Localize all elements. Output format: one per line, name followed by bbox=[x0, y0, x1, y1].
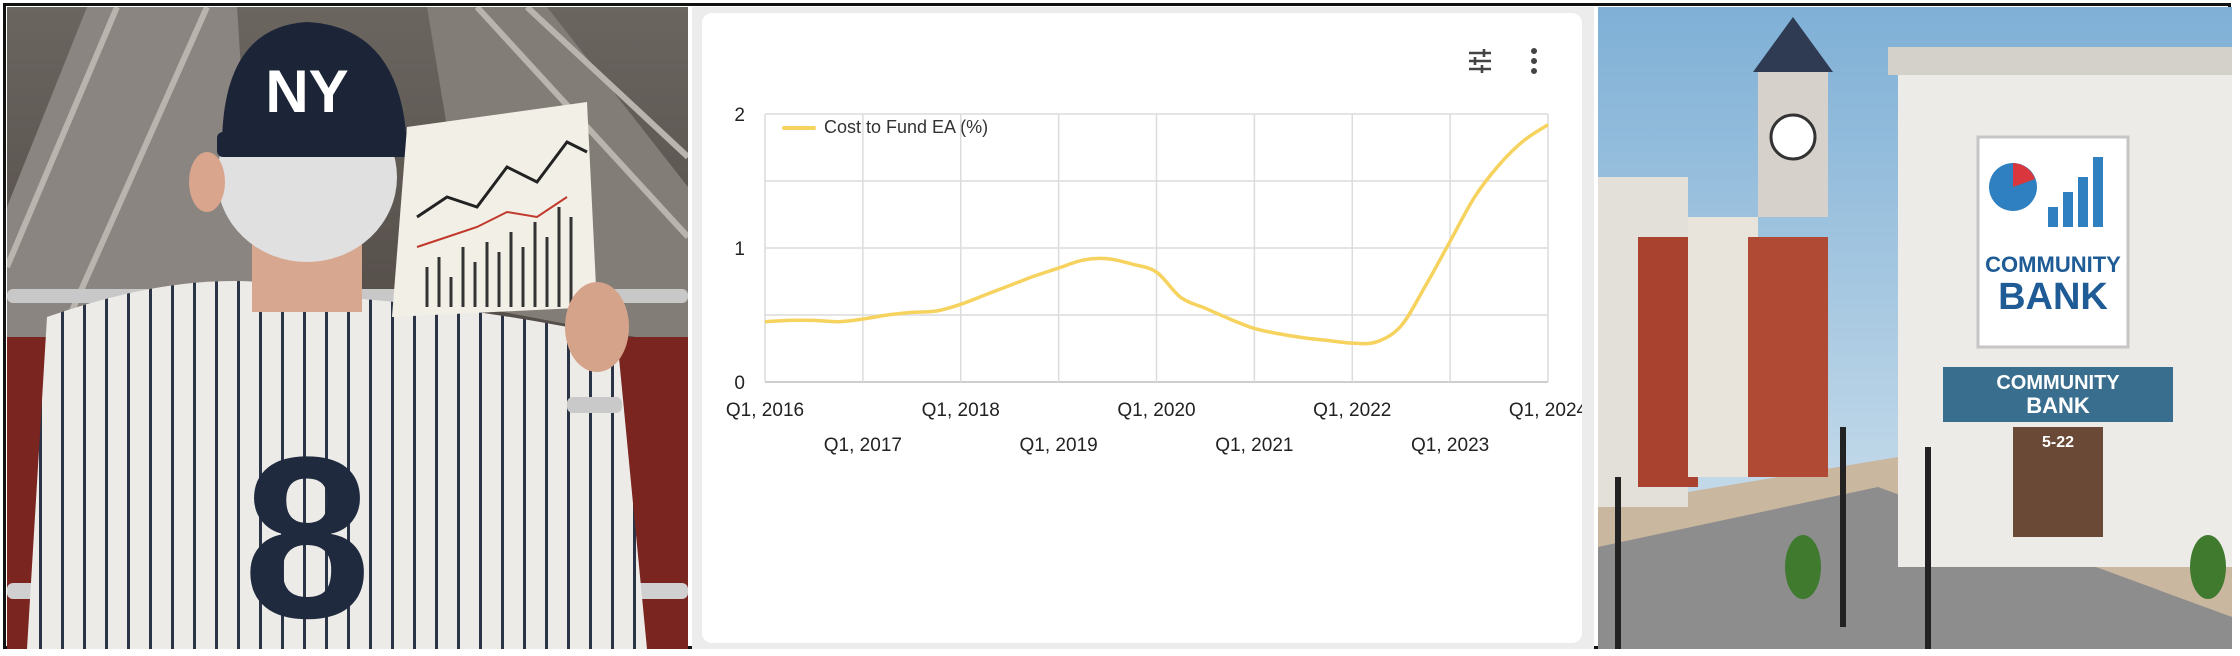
y-tick-label: 2 bbox=[734, 105, 745, 126]
more-options-button[interactable] bbox=[1514, 41, 1554, 81]
x-tick-label: Q1, 2017 bbox=[824, 435, 902, 456]
svg-text:COMMUNITY: COMMUNITY bbox=[1996, 372, 2120, 394]
y-tick-label: 0 bbox=[734, 373, 745, 394]
x-tick-label: Q1, 2019 bbox=[1020, 435, 1098, 456]
x-tick-label: Q1, 2023 bbox=[1411, 435, 1489, 456]
svg-text:8: 8 bbox=[243, 409, 371, 649]
svg-text:5-22: 5-22 bbox=[2042, 434, 2074, 451]
chart-panel: Cost to Fund EA (%) 0 1 2 Q1, 2016 Q1, 2017 Q… bbox=[692, 7, 1594, 649]
sliders-icon bbox=[1469, 49, 1491, 73]
x-tick-label: Q1, 2018 bbox=[922, 400, 1000, 421]
left-photo-illustration: 8 NY bbox=[7, 7, 688, 649]
jersey-number: 8 bbox=[243, 409, 371, 649]
bank-billboard: COMMUNITY BANK bbox=[1976, 135, 2130, 349]
svg-text:BANK: BANK bbox=[1998, 276, 2108, 318]
line-chart: 0 1 2 Q1, 2016 Q1, 2017 Q1, 2018 Q1, 2019 Q1, 2… bbox=[726, 105, 1582, 456]
x-tick-label: Q1, 2021 bbox=[1215, 435, 1293, 456]
newspaper-chart bbox=[392, 102, 597, 317]
cap-logo: NY bbox=[265, 58, 348, 125]
bank-storefront: COMMUNITY BANK 5-22 bbox=[1943, 367, 2173, 537]
more-vert-icon bbox=[1531, 48, 1537, 74]
x-tick-label: Q1, 2024 bbox=[1509, 400, 1582, 421]
x-tick-label: Q1, 2016 bbox=[726, 400, 804, 421]
svg-text:BANK: BANK bbox=[2026, 393, 2090, 418]
chart-card: Cost to Fund EA (%) 0 1 2 Q1, 2016 Q1, 2017 Q… bbox=[702, 13, 1582, 643]
right-photo-illustration: COMMUNITY BANK COMMUNITY BANK 5-22 bbox=[1598, 7, 2232, 649]
svg-text:COMMUNITY: COMMUNITY bbox=[1985, 252, 2121, 277]
filter-button[interactable] bbox=[1460, 41, 1500, 81]
x-tick-label: Q1, 2020 bbox=[1117, 400, 1195, 421]
legend-swatch bbox=[782, 125, 816, 130]
right-photo: COMMUNITY BANK COMMUNITY BANK 5-22 bbox=[1598, 7, 2232, 649]
x-tick-label: Q1, 2022 bbox=[1313, 400, 1391, 421]
chart-legend: Cost to Fund EA (%) bbox=[782, 117, 988, 138]
y-tick-label: 1 bbox=[734, 239, 745, 260]
left-photo: 8 NY bbox=[7, 7, 688, 649]
legend-label: Cost to Fund EA (%) bbox=[824, 117, 989, 137]
series-line-cost-to-fund bbox=[764, 123, 1549, 346]
